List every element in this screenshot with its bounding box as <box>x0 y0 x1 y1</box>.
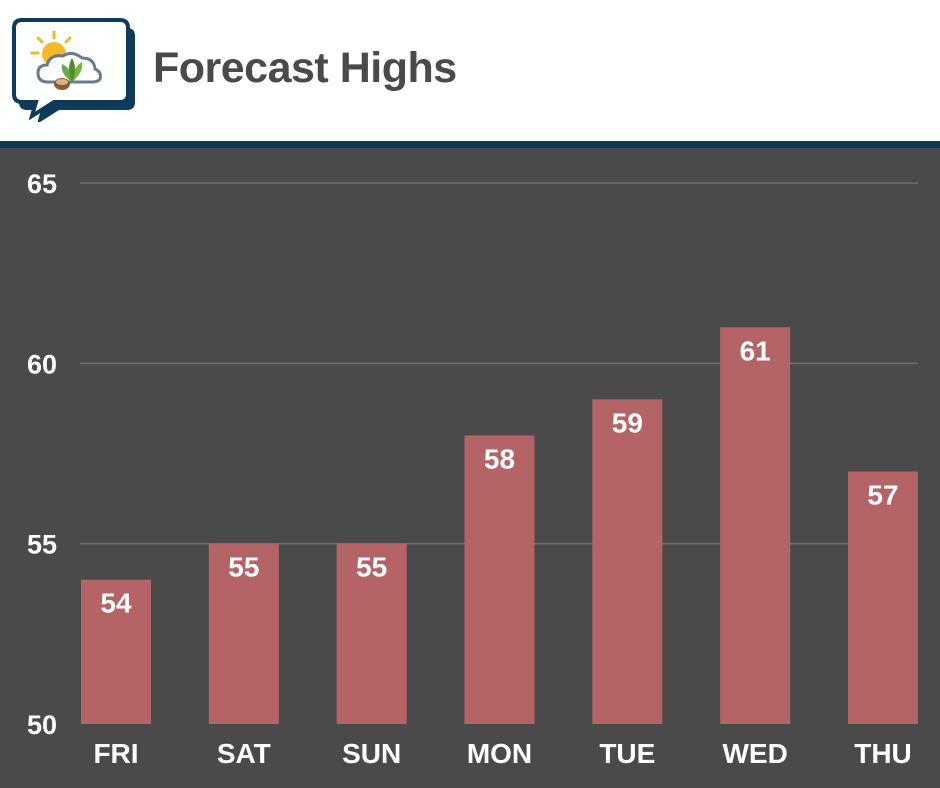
page-title: Forecast Highs <box>153 44 457 92</box>
y-tick-label: 60 <box>27 349 57 379</box>
bar-wed <box>720 327 791 724</box>
x-tick-label-fri: FRI <box>93 738 138 769</box>
header: Forecast Highs <box>0 0 940 141</box>
data-label-sun: 55 <box>356 552 387 583</box>
bar-sun <box>336 543 407 724</box>
bar-sat <box>208 543 279 724</box>
y-tick-label: 55 <box>27 530 57 560</box>
data-label-thu: 57 <box>867 480 898 511</box>
x-tick-label-mon: MON <box>467 738 532 769</box>
bar-fri <box>81 579 151 724</box>
data-label-fri: 54 <box>100 588 132 619</box>
y-tick-label: 65 <box>27 169 57 199</box>
chart-area: 50 55 60 65 54 FRI 55 SAT 55 SUN 58 MON 59 TUE 61 WED 57… <box>0 148 940 788</box>
weather-logo-icon <box>12 18 135 122</box>
data-label-sat: 55 <box>228 552 259 583</box>
bar-tue <box>592 399 663 724</box>
bar-chart: 50 55 60 65 54 FRI 55 SAT 55 SUN 58 MON 59 TUE 61 WED 57… <box>27 169 918 769</box>
data-label-tue: 59 <box>612 407 643 438</box>
data-label-mon: 58 <box>484 443 515 474</box>
y-tick-label: 50 <box>27 710 57 740</box>
x-tick-label-sat: SAT <box>217 738 271 769</box>
data-label-wed: 61 <box>740 335 771 366</box>
bar-thu <box>848 471 918 724</box>
x-tick-label-wed: WED <box>723 738 788 769</box>
header-divider <box>0 141 940 148</box>
x-tick-label-sun: SUN <box>342 738 401 769</box>
x-tick-label-thu: THU <box>854 738 912 769</box>
x-tick-label-tue: TUE <box>599 738 655 769</box>
bar-mon <box>464 435 535 724</box>
